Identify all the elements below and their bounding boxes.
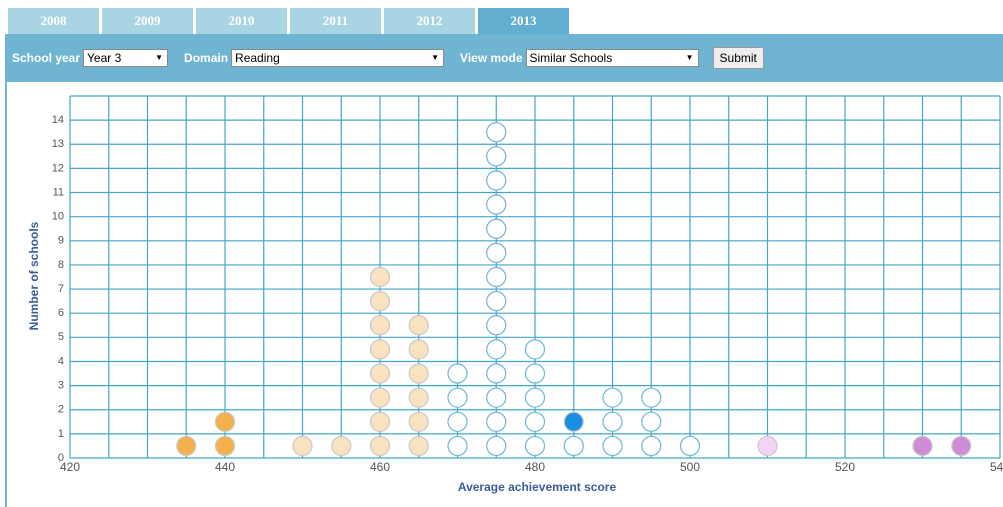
y-tick-label: 0 — [58, 452, 64, 464]
school-dot — [602, 435, 623, 457]
x-tick-label: 480 — [525, 460, 545, 474]
school-dot — [524, 387, 546, 408]
x-tick-label: 440 — [215, 460, 235, 474]
school-dot — [486, 122, 507, 143]
school-dot — [369, 363, 391, 384]
school-dot — [679, 435, 701, 457]
school-dot — [641, 435, 662, 457]
school-dot — [369, 435, 391, 457]
school-dot — [408, 363, 429, 384]
y-tick-label: 11 — [53, 186, 64, 198]
school-dot — [602, 387, 623, 408]
school-dot — [176, 435, 197, 457]
school-dot — [486, 363, 507, 384]
school-dot — [486, 266, 507, 288]
school-dot — [912, 435, 933, 457]
y-tick-label: 4 — [58, 355, 64, 367]
tab[interactable]: 2010 — [196, 8, 287, 34]
school-dot — [757, 435, 778, 457]
school-dot — [524, 363, 546, 384]
school-dot — [369, 266, 391, 288]
chart-panel: Average achievement score Number of scho… — [5, 82, 1003, 507]
school-dot — [214, 435, 236, 457]
y-tick-label: 7 — [58, 283, 64, 295]
x-axis-label: Average achievement score — [458, 480, 617, 494]
filter-label: View mode — [460, 51, 523, 65]
school-dot — [486, 315, 507, 336]
chart: Average achievement score Number of scho… — [27, 95, 1003, 494]
school-dot — [486, 387, 507, 408]
y-tick-label: 12 — [52, 162, 64, 174]
y-tick-label: 2 — [58, 404, 64, 416]
school-dot — [486, 170, 507, 191]
tab[interactable]: 2013 — [478, 8, 569, 34]
y-tick-label: 1 — [58, 428, 64, 440]
x-tick-label: 460 — [370, 460, 390, 474]
school-dot — [408, 339, 429, 360]
school-dot — [486, 242, 507, 263]
tab[interactable]: 2012 — [384, 8, 475, 34]
school-dot — [486, 194, 507, 215]
school-dot — [486, 291, 507, 312]
school-dot — [524, 339, 546, 360]
school-dot — [524, 435, 546, 457]
y-tick-label: 8 — [58, 259, 64, 271]
y-tick-label: 6 — [58, 307, 64, 319]
school-dot — [486, 411, 507, 432]
y-tick-label: 3 — [58, 380, 64, 392]
school-dot — [369, 411, 391, 432]
school-dot — [641, 411, 662, 432]
school-dot — [331, 435, 352, 457]
school-dot — [447, 435, 468, 457]
school-dot — [408, 387, 429, 408]
school-dot — [486, 218, 507, 239]
school-dot — [447, 363, 468, 384]
school-dot — [524, 411, 546, 432]
school-dot — [486, 435, 507, 457]
tab[interactable]: 2008 — [8, 8, 99, 34]
tab[interactable]: 2009 — [102, 8, 193, 34]
school-dot — [408, 435, 429, 457]
x-tick-label: 540 — [990, 460, 1003, 474]
school-dot — [486, 339, 507, 360]
school-dot — [369, 387, 391, 408]
tab[interactable]: 2011 — [290, 8, 381, 34]
school-dot — [563, 435, 584, 457]
x-tick-label: 520 — [835, 460, 855, 474]
school-dot — [369, 339, 391, 360]
school-dot — [369, 291, 391, 312]
filter-bar: School year Year 3 Domain Reading View m… — [5, 34, 1003, 82]
x-tick-label: 500 — [680, 460, 700, 474]
school-dot — [951, 435, 972, 457]
x-tick-label: 420 — [60, 460, 80, 474]
filter-label: Domain — [184, 51, 229, 65]
school-dot — [486, 146, 507, 167]
submit-button[interactable]: Submit — [712, 47, 764, 69]
y-tick-label: 14 — [52, 114, 64, 126]
select[interactable]: Similar Schools — [525, 49, 699, 67]
school-dot — [369, 315, 391, 336]
y-tick-label: 5 — [58, 331, 64, 343]
school-dot — [602, 411, 623, 432]
school-dot — [447, 411, 468, 432]
y-axis-label: Number of schools — [27, 221, 41, 330]
school-dot — [408, 315, 429, 336]
school-dot — [563, 411, 584, 432]
filter-label: School year — [12, 51, 81, 65]
school-dot — [408, 411, 429, 432]
y-tick-label: 9 — [58, 235, 64, 247]
select[interactable]: Year 3 — [83, 49, 169, 67]
school-dot — [641, 387, 662, 408]
school-dot — [447, 387, 468, 408]
school-dot — [292, 435, 313, 457]
year-tabs: 2008 2009 2010 2011 2012 2013 — [8, 8, 572, 34]
y-tick-label: 10 — [52, 211, 64, 223]
select[interactable]: Reading — [231, 49, 445, 67]
school-dot — [214, 411, 236, 432]
y-tick-label: 13 — [52, 138, 64, 150]
